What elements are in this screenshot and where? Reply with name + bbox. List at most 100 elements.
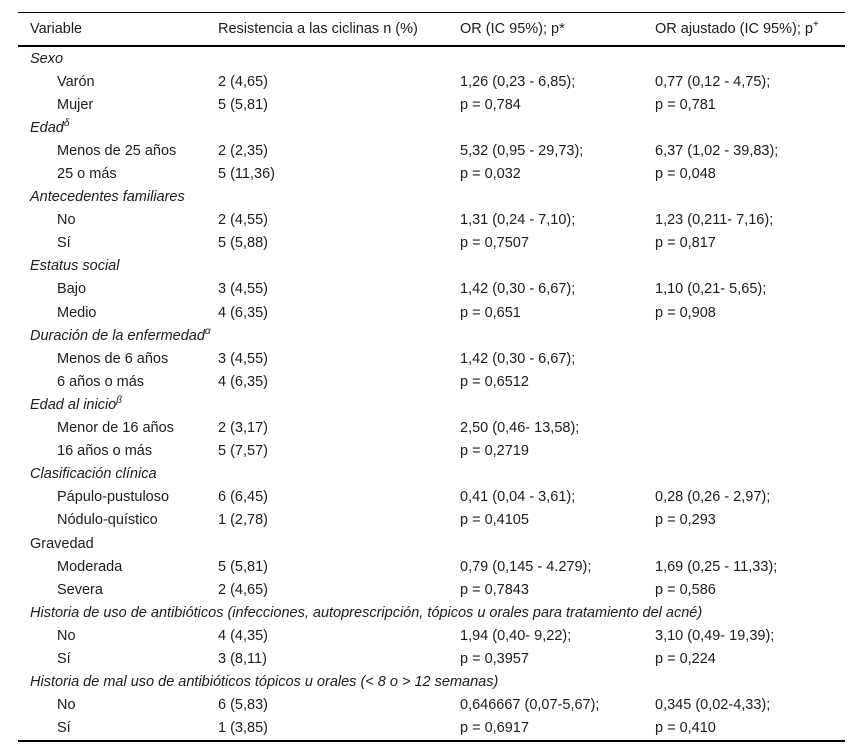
table-row: Varón 2 (4,65) 1,26 (0,23 - 6,85); 0,77 (0,… xyxy=(18,70,845,93)
value-cell: 5 (5,81) xyxy=(218,96,268,113)
value-cell xyxy=(655,417,845,440)
value-cell: 5,32 (0,95 - 29,73); xyxy=(460,142,584,159)
section-row: Historia de mal uso de antibióticos tópi… xyxy=(18,671,845,694)
row-label-cell: 25 o más xyxy=(57,166,117,183)
value-cell: 0,41 (0,04 - 3,61); xyxy=(460,489,576,506)
row-label-cell: Menos de 25 años xyxy=(57,142,177,159)
row-label-cell: No xyxy=(57,212,76,229)
table-row: Mujer 5 (5,81) p = 0,784 p = 0,781 xyxy=(18,93,845,116)
value-cell: p = 0,224 xyxy=(655,650,716,667)
table-row: Menos de 25 años 2 (2,35) 5,32 (0,95 - 29,… xyxy=(18,139,845,162)
value-cell: 0,79 (0,145 - 4.279); xyxy=(460,558,592,575)
value-cell: 6 (5,83) xyxy=(218,697,268,714)
value-cell: 1,42 (0,30 - 6,67); xyxy=(460,350,576,367)
value-cell: p = 0,781 xyxy=(655,96,716,113)
section-row: Estatus social xyxy=(18,255,845,278)
results-table: Variable Resistencia a las ciclinas n (%)… xyxy=(18,12,845,742)
value-cell: 2 (4,65) xyxy=(218,581,268,598)
value-cell: 3 (4,55) xyxy=(218,281,268,298)
value-cell: 0,345 (0,02-4,33); xyxy=(655,697,771,714)
value-cell: p = 0,6917 xyxy=(460,720,529,737)
table-row: Pápulo-pustuloso 6 (6,45) 0,41 (0,04 - 3,6… xyxy=(18,486,845,509)
section-label: Edadδ xyxy=(30,118,70,136)
row-label-cell: Menos de 6 años xyxy=(57,350,169,367)
value-cell: 3 (4,55) xyxy=(218,350,268,367)
value-cell: p = 0,908 xyxy=(655,304,716,321)
value-cell xyxy=(655,440,845,463)
row-label-cell: Mujer xyxy=(57,96,94,113)
value-cell: 2,50 (0,46- 13,58); xyxy=(460,420,580,437)
column-header: OR ajustado (IC 95%); p+ xyxy=(655,19,819,37)
section-row: Edad al inicioβ xyxy=(18,393,845,416)
value-cell: 5 (5,88) xyxy=(218,235,268,252)
value-cell: 2 (2,35) xyxy=(218,142,268,159)
value-cell: 1 (2,78) xyxy=(218,512,268,529)
section-row: Sexo xyxy=(18,46,845,70)
section-label: Gravedad xyxy=(30,535,94,552)
value-cell: 1,31 (0,24 - 7,10); xyxy=(460,212,576,229)
table-row: No 4 (4,35) 1,94 (0,40- 9,22); 3,10 (0,49- … xyxy=(18,624,845,647)
section-label: Duración de la enfermedadα xyxy=(30,325,211,344)
table-row: Sí 5 (5,88) p = 0,7507 p = 0,817 xyxy=(18,232,845,255)
value-cell: p = 0,032 xyxy=(460,166,521,183)
row-label-cell: 16 años o más xyxy=(57,443,153,460)
superscript-mark: α xyxy=(204,325,211,337)
table-body: Sexo Varón 2 (4,65) 1,26 (0,23 - 6,85); 0,77… xyxy=(18,46,845,741)
table-row: Bajo 3 (4,55) 1,42 (0,30 - 6,67); 1,10 (0,2… xyxy=(18,278,845,301)
table-row: No 6 (5,83) 0,646667 (0,07-5,67); 0,345 (0,… xyxy=(18,694,845,717)
value-cell: 2 (3,17) xyxy=(218,420,268,437)
row-label-cell: Sí xyxy=(57,235,71,252)
value-cell: 3,10 (0,49- 19,39); xyxy=(655,627,775,644)
table-row: 16 años o más 5 (7,57) p = 0,2719 xyxy=(18,440,845,463)
row-label-cell: No xyxy=(57,697,76,714)
value-cell: p = 0,410 xyxy=(655,720,716,737)
header-row: Variable Resistencia a las ciclinas n (%)… xyxy=(18,13,845,46)
value-cell: 2 (4,55) xyxy=(218,212,268,229)
row-label-cell: Bajo xyxy=(57,281,87,298)
section-label: Clasificación clínica xyxy=(30,466,157,483)
value-cell: 1,26 (0,23 - 6,85); xyxy=(460,73,576,90)
value-cell: 4 (6,35) xyxy=(218,304,268,321)
row-label-cell: Severa xyxy=(57,581,103,598)
value-cell: 5 (5,81) xyxy=(218,558,268,575)
value-cell: 5 (11,36) xyxy=(218,166,275,183)
section-row: Duración de la enfermedadα xyxy=(18,324,845,347)
row-label-cell: Moderada xyxy=(57,558,123,575)
table-header: Variable Resistencia a las ciclinas n (%)… xyxy=(18,13,845,46)
row-label-cell: Menor de 16 años xyxy=(57,420,174,437)
value-cell: p = 0,651 xyxy=(460,304,521,321)
value-cell: 1,69 (0,25 - 11,33); xyxy=(655,558,778,575)
value-cell: p = 0,6512 xyxy=(460,373,529,390)
column-header: Resistencia a las ciclinas n (%) xyxy=(218,21,418,37)
table-row: Severa 2 (4,65) p = 0,7843 p = 0,586 xyxy=(18,578,845,601)
value-cell: 0,77 (0,12 - 4,75); xyxy=(655,73,771,90)
section-label: Estatus social xyxy=(30,258,120,275)
value-cell: 1,94 (0,40- 9,22); xyxy=(460,627,572,644)
value-cell: p = 0,2719 xyxy=(460,443,529,460)
column-header: Variable xyxy=(30,21,83,37)
section-label: Edad al inicioβ xyxy=(30,395,122,413)
table-row: Sí 1 (3,85) p = 0,6917 p = 0,410 xyxy=(18,717,845,741)
row-label-cell: Nódulo-quístico xyxy=(57,512,158,529)
section-row: Gravedad xyxy=(18,532,845,555)
section-label: Sexo xyxy=(30,50,64,67)
section-label: Historia de uso de antibióticos (infecci… xyxy=(30,604,703,621)
value-cell: p = 0,817 xyxy=(655,235,716,252)
section-label: Antecedentes familiares xyxy=(30,189,185,206)
superscript-mark: β xyxy=(116,395,122,407)
table-row: 6 años o más 4 (6,35) p = 0,6512 xyxy=(18,370,845,393)
value-cell: 1,23 (0,211- 7,16); xyxy=(655,212,774,229)
section-row: Antecedentes familiares xyxy=(18,186,845,209)
table-row: Menos de 6 años 3 (4,55) 1,42 (0,30 - 6,67… xyxy=(18,347,845,370)
value-cell: p = 0,048 xyxy=(655,166,716,183)
value-cell: 6 (6,45) xyxy=(218,489,268,506)
row-label-cell: Medio xyxy=(57,304,97,321)
value-cell: 1 (3,85) xyxy=(218,720,268,737)
table-row: No 2 (4,55) 1,31 (0,24 - 7,10); 1,23 (0,211… xyxy=(18,209,845,232)
value-cell: 2 (4,65) xyxy=(218,73,268,90)
section-row: Clasificación clínica xyxy=(18,463,845,486)
value-cell: 0,28 (0,26 - 2,97); xyxy=(655,489,771,506)
value-cell: 4 (6,35) xyxy=(218,373,268,390)
value-cell: p = 0,784 xyxy=(460,96,521,113)
value-cell: 1,10 (0,21- 5,65); xyxy=(655,281,767,298)
